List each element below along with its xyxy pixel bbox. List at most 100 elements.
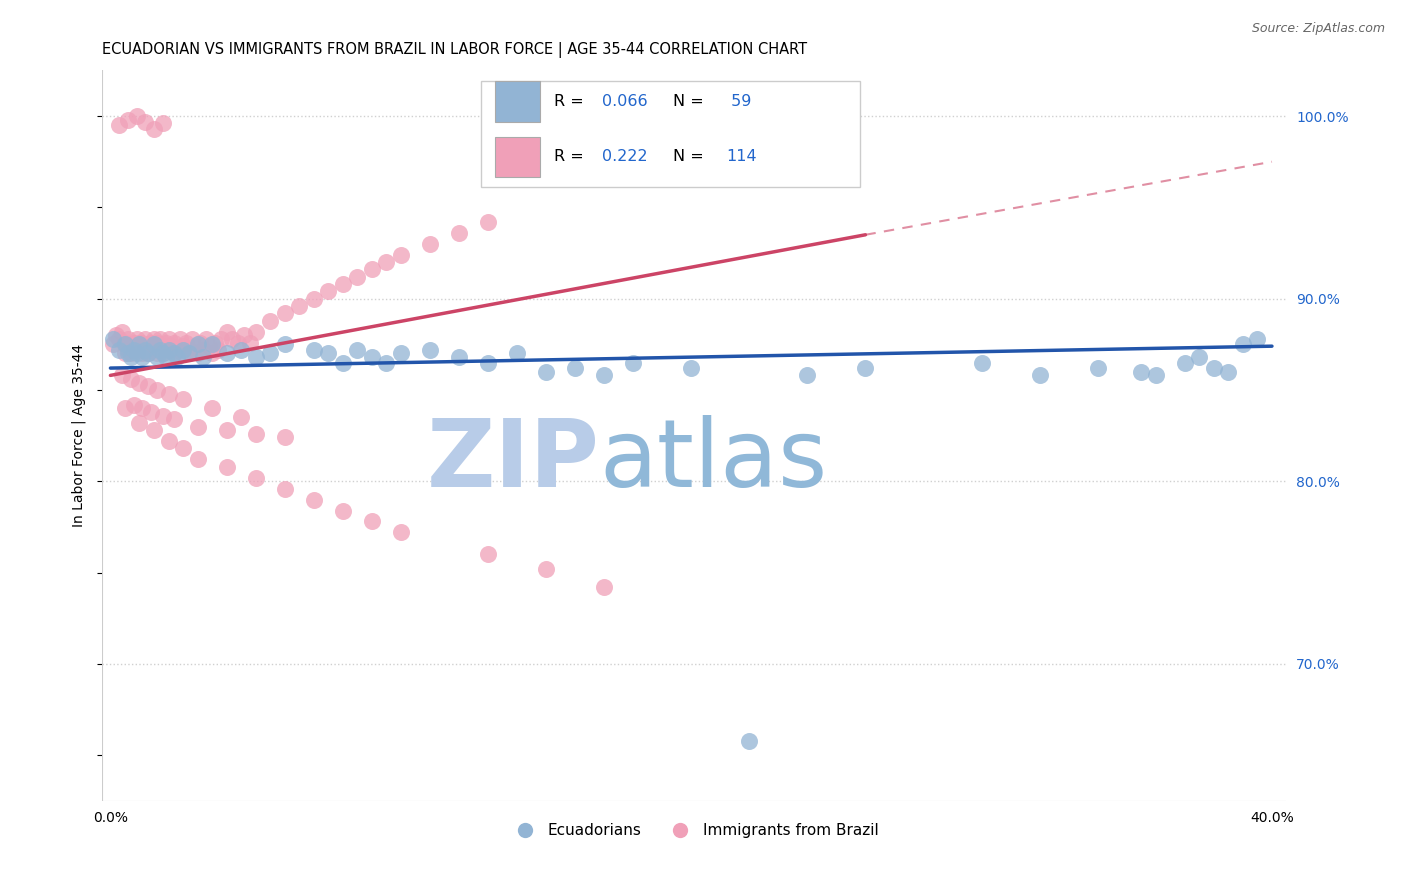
Point <box>215 325 238 339</box>
Point <box>114 335 136 350</box>
Point <box>155 335 177 350</box>
Point <box>477 215 499 229</box>
Point <box>245 426 267 441</box>
Point <box>389 525 412 540</box>
Text: R =: R = <box>554 149 589 164</box>
Text: 0.066: 0.066 <box>602 94 647 109</box>
Point <box>273 430 295 444</box>
Point <box>155 350 177 364</box>
Point <box>534 365 557 379</box>
Point <box>139 343 162 357</box>
Point <box>157 386 180 401</box>
Point <box>288 299 311 313</box>
Bar <box>495 136 540 177</box>
Text: atlas: atlas <box>599 415 828 508</box>
Point <box>796 368 818 383</box>
Point <box>332 277 354 291</box>
Legend: Ecuadorians, Immigrants from Brazil: Ecuadorians, Immigrants from Brazil <box>503 817 884 845</box>
Point <box>302 492 325 507</box>
Point <box>146 350 169 364</box>
Point <box>259 313 281 327</box>
Point <box>120 372 142 386</box>
Point <box>166 350 188 364</box>
Point <box>157 332 180 346</box>
Point <box>134 343 156 357</box>
Point <box>1028 368 1050 383</box>
Point <box>195 332 218 346</box>
Point <box>122 343 145 357</box>
Point <box>136 346 159 360</box>
Point <box>125 346 148 360</box>
Point <box>172 392 194 406</box>
Point <box>273 306 295 320</box>
Point <box>128 376 150 390</box>
Point <box>120 346 142 360</box>
Point <box>146 346 169 360</box>
Point <box>621 356 644 370</box>
Point <box>273 482 295 496</box>
Point <box>117 343 139 357</box>
Point <box>346 343 368 357</box>
Point <box>447 226 470 240</box>
Point <box>186 346 208 360</box>
Point <box>738 733 761 747</box>
Point <box>152 346 174 360</box>
Point <box>1174 356 1197 370</box>
Point <box>215 346 238 360</box>
Point <box>419 343 441 357</box>
Point <box>477 547 499 561</box>
Point <box>125 332 148 346</box>
Y-axis label: In Labor Force | Age 35-44: In Labor Force | Age 35-44 <box>72 344 86 527</box>
Point <box>215 423 238 437</box>
Point <box>114 337 136 351</box>
Point <box>186 452 208 467</box>
Point <box>157 343 180 357</box>
Point <box>122 343 145 357</box>
FancyBboxPatch shape <box>481 81 860 187</box>
Point <box>128 416 150 430</box>
Point <box>302 343 325 357</box>
Point <box>389 248 412 262</box>
Point <box>108 118 131 132</box>
Point <box>146 335 169 350</box>
Point <box>204 335 226 350</box>
Point <box>131 350 153 364</box>
Point <box>239 335 262 350</box>
Point <box>131 401 153 416</box>
Point <box>172 442 194 456</box>
Point <box>114 401 136 416</box>
Point <box>111 325 134 339</box>
Point <box>177 346 200 360</box>
Point <box>128 343 150 357</box>
Point <box>506 346 529 360</box>
Text: R =: R = <box>554 94 589 109</box>
Point <box>143 423 166 437</box>
Point <box>163 346 186 360</box>
Point <box>128 335 150 350</box>
Point <box>136 339 159 353</box>
Point <box>177 343 200 357</box>
Point <box>136 379 159 393</box>
Text: Source: ZipAtlas.com: Source: ZipAtlas.com <box>1251 22 1385 36</box>
Point <box>108 332 131 346</box>
Point <box>360 515 382 529</box>
Point <box>209 332 232 346</box>
Point <box>207 343 229 357</box>
Point <box>375 255 398 269</box>
Point <box>273 337 295 351</box>
Text: N =: N = <box>672 94 709 109</box>
Point <box>103 337 125 351</box>
Point <box>245 470 267 484</box>
Point <box>233 328 256 343</box>
Text: N =: N = <box>672 149 709 164</box>
Point <box>198 339 221 353</box>
Point <box>477 356 499 370</box>
Point <box>172 346 194 360</box>
Point <box>139 335 162 350</box>
Point <box>316 285 339 299</box>
Point <box>360 350 382 364</box>
Point <box>114 346 136 360</box>
Point <box>128 337 150 351</box>
Point <box>259 346 281 360</box>
Point <box>201 346 224 360</box>
